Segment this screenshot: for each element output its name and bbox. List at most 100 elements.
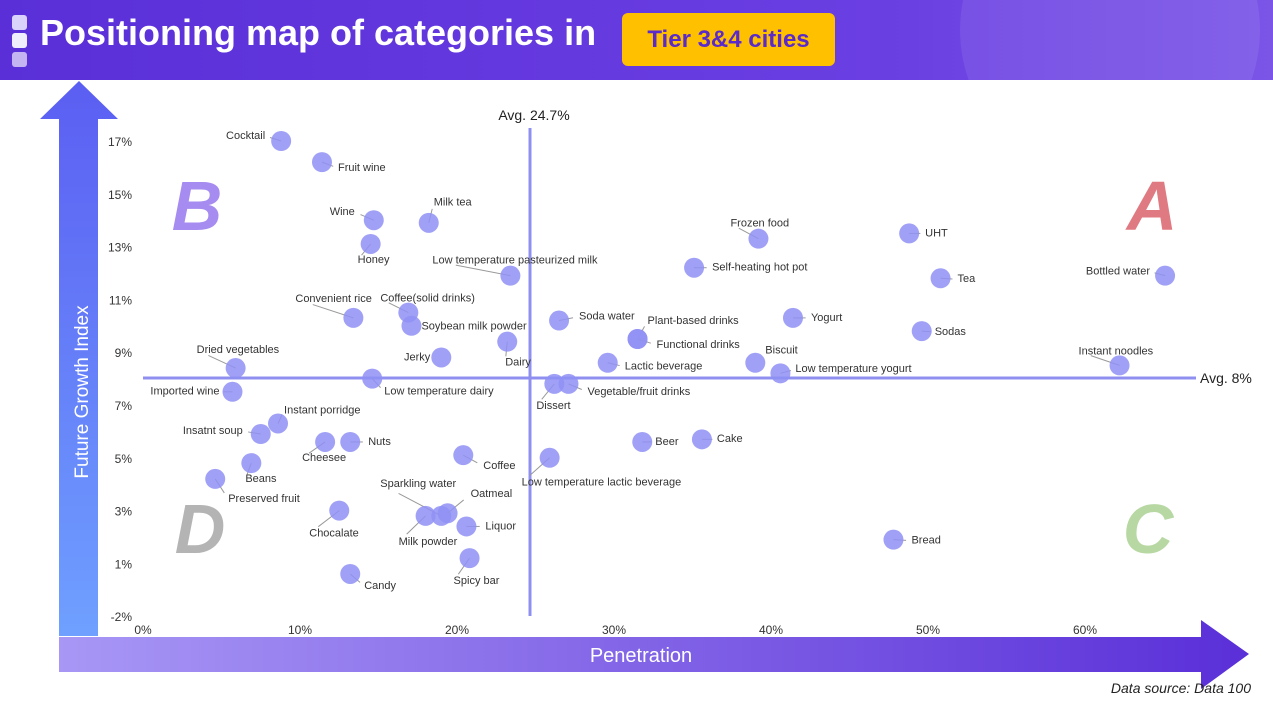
data-point-label: Yogurt [811, 312, 842, 324]
data-point-label: Low temperature yogurt [795, 363, 911, 375]
quadrant-d-label: D [175, 490, 226, 568]
data-point-label: Coffee(solid drinks) [380, 293, 475, 305]
data-point[interactable] [544, 373, 565, 394]
data-point[interactable] [241, 453, 262, 474]
data-point[interactable] [362, 368, 383, 389]
data-point[interactable] [271, 131, 292, 151]
y-tick-label: 13% [108, 241, 132, 255]
data-point-label: Self-heating hot pot [712, 262, 807, 274]
y-tick-label: 15% [108, 188, 132, 202]
x-axis-arrow [59, 620, 1249, 689]
data-point[interactable] [911, 321, 932, 342]
data-point[interactable] [558, 373, 579, 394]
data-point[interactable] [268, 413, 289, 434]
data-point-label: Low temperature dairy [384, 386, 494, 398]
data-point-label: Convenient rice [295, 293, 371, 305]
data-point[interactable] [691, 429, 712, 450]
data-point[interactable] [627, 329, 648, 349]
data-point-label: Cheesee [302, 452, 346, 464]
data-point-label: Beer [655, 436, 679, 448]
data-point-label: Cake [717, 433, 743, 445]
data-point-label: Instant porridge [284, 404, 360, 416]
data-point-label: Honey [358, 254, 390, 266]
data-point[interactable] [340, 431, 361, 452]
menu-square-icon [12, 15, 27, 30]
data-point[interactable] [415, 505, 436, 526]
data-point[interactable] [930, 268, 951, 289]
y-tick-label: 17% [108, 135, 132, 149]
y-tick-label: 11% [109, 293, 132, 307]
data-point-label: Functional drinks [657, 339, 741, 351]
data-point-label: Bread [911, 535, 940, 547]
tier-badge: Tier 3&4 cities [622, 13, 835, 66]
data-point-label: Instant noodles [1079, 345, 1154, 357]
data-point-label: Wine [330, 206, 355, 218]
data-point[interactable] [311, 152, 332, 173]
data-point[interactable] [360, 233, 381, 254]
quadrant-b-label: B [172, 167, 223, 245]
data-point[interactable] [222, 381, 243, 402]
quadrant-c-label: C [1123, 490, 1175, 568]
data-point-label: Low temperature pasteurized milk [432, 255, 598, 267]
data-point[interactable] [549, 310, 570, 331]
data-point[interactable] [1109, 355, 1130, 376]
data-point[interactable] [497, 331, 518, 352]
y-tick-label: 7% [115, 399, 133, 413]
x-tick-label: 40% [759, 623, 783, 637]
data-point-label: Chocalate [309, 528, 359, 540]
y-axis-label: Future Growth Index [72, 305, 93, 479]
data-point-label: Spicy bar [454, 575, 500, 587]
data-point[interactable] [343, 307, 364, 328]
data-point[interactable] [500, 265, 521, 286]
data-point[interactable] [883, 529, 904, 550]
data-point[interactable] [899, 223, 920, 244]
avg-x-label: Avg. 24.7% [498, 107, 569, 123]
data-point-label: Bottled water [1086, 266, 1151, 278]
menu-square-icon [12, 52, 27, 67]
data-point[interactable] [597, 352, 618, 373]
data-point[interactable] [684, 257, 705, 278]
x-tick-label: 50% [916, 623, 940, 637]
data-point-label: Low temperature lactic beverage [522, 477, 682, 489]
menu-square-icon [12, 33, 27, 48]
data-point-label: Dairy [505, 357, 531, 369]
data-point-label: Sodas [935, 326, 967, 338]
data-point-label: Vegetable/fruit drinks [587, 386, 690, 398]
data-point[interactable] [225, 358, 246, 379]
data-point-label: Candy [364, 580, 396, 592]
data-point[interactable] [782, 307, 803, 328]
data-point-label: Soda water [579, 310, 635, 322]
data-point-label: Soybean milk powder [421, 321, 527, 333]
data-point[interactable] [770, 363, 791, 384]
data-point-label: Biscuit [765, 345, 797, 357]
data-point[interactable] [459, 548, 480, 569]
data-point[interactable] [456, 516, 477, 537]
x-tick-label: 20% [445, 623, 469, 637]
data-point[interactable] [363, 210, 384, 231]
x-tick-label: 30% [602, 623, 626, 637]
x-tick-label: 60% [1073, 623, 1097, 637]
data-point[interactable] [632, 431, 653, 452]
data-point[interactable] [250, 424, 271, 445]
data-point[interactable] [437, 503, 458, 524]
data-point[interactable] [453, 445, 474, 466]
data-point[interactable] [431, 347, 452, 368]
data-point-label: Coffee [483, 460, 515, 472]
data-point[interactable] [340, 563, 361, 584]
data-point[interactable] [1155, 265, 1176, 286]
y-tick-label: 1% [115, 557, 133, 571]
data-point[interactable] [745, 352, 766, 373]
data-point-label: Tea [958, 273, 977, 285]
data-point[interactable] [205, 468, 226, 489]
data-point[interactable] [539, 447, 560, 468]
data-point[interactable] [315, 431, 336, 452]
data-point[interactable] [329, 500, 350, 521]
y-axis-arrow [40, 81, 118, 636]
data-point[interactable] [418, 212, 439, 233]
x-tick-label: 0% [134, 623, 152, 637]
data-point[interactable] [748, 228, 769, 249]
data-point[interactable] [401, 315, 422, 336]
data-point-label: Fruit wine [338, 162, 386, 174]
data-point-label: Cocktail [226, 130, 265, 142]
